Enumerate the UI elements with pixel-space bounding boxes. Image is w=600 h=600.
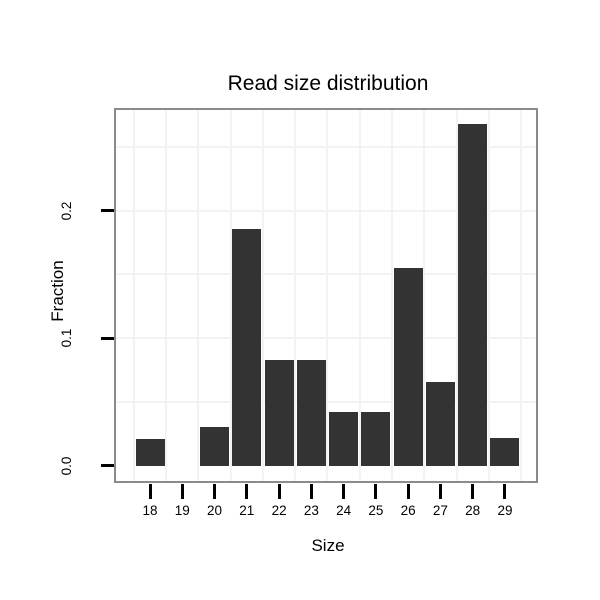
gridline-horizontal [116, 209, 536, 212]
x-tick-label-21: 21 [239, 503, 255, 518]
x-tick-label-24: 24 [336, 503, 352, 518]
gridline-horizontal [116, 145, 536, 148]
gridline-vertical [455, 110, 458, 481]
x-axis-title: Size [311, 536, 345, 555]
bar-27 [425, 381, 455, 466]
bar-26 [393, 268, 423, 466]
x-tick-20 [213, 484, 217, 499]
x-tick-18 [148, 484, 152, 499]
x-tick-label-20: 20 [207, 503, 223, 518]
gridline-vertical [326, 110, 329, 481]
gridline-vertical [423, 110, 426, 481]
x-tick-22 [277, 484, 281, 499]
bar-25 [361, 412, 391, 466]
gridline-horizontal [116, 400, 536, 403]
x-tick-label-22: 22 [271, 503, 287, 518]
x-tick-label-19: 19 [174, 503, 190, 518]
gridline-vertical [358, 110, 361, 481]
y-tick-0.1 [101, 336, 114, 340]
y-tick-label-0.1: 0.1 [59, 328, 74, 348]
plot-panel [114, 108, 538, 483]
x-tick-24 [342, 484, 346, 499]
bar-21 [232, 228, 262, 466]
bar-22 [264, 359, 294, 466]
x-tick-26 [406, 484, 410, 499]
x-tick-label-18: 18 [142, 503, 158, 518]
plot-area [116, 110, 536, 481]
gridline-vertical [487, 110, 490, 481]
y-tick-label-0.2: 0.2 [59, 201, 74, 221]
gridline-vertical [197, 110, 200, 481]
bar-24 [329, 412, 359, 466]
x-tick-label-23: 23 [303, 503, 319, 518]
x-tick-label-26: 26 [400, 503, 416, 518]
gridline-vertical [391, 110, 394, 481]
bar-23 [296, 359, 326, 466]
gridline-vertical [132, 110, 135, 481]
x-tick-21 [245, 484, 249, 499]
x-tick-29 [503, 484, 507, 499]
x-tick-label-25: 25 [368, 503, 384, 518]
gridline-vertical [520, 110, 523, 481]
y-tick-label-0.0: 0.0 [59, 456, 74, 476]
x-tick-label-29: 29 [497, 503, 513, 518]
y-tick-0.2 [101, 209, 114, 213]
gridline-horizontal [116, 273, 536, 276]
y-axis-title: Fraction [48, 260, 67, 322]
gridline-vertical [261, 110, 264, 481]
bar-28 [458, 124, 488, 466]
bar-29 [490, 437, 520, 466]
gridline-vertical [294, 110, 297, 481]
x-tick-25 [374, 484, 378, 499]
gridline-vertical [165, 110, 168, 481]
gridline-vertical [229, 110, 232, 481]
x-tick-28 [471, 484, 475, 499]
x-tick-label-28: 28 [465, 503, 481, 518]
chart-title: Read size distribution [227, 72, 429, 95]
x-tick-label-27: 27 [432, 503, 448, 518]
bar-20 [200, 427, 230, 466]
x-tick-19 [180, 484, 184, 499]
gridline-horizontal [116, 337, 536, 340]
x-tick-27 [438, 484, 442, 499]
x-tick-23 [309, 484, 313, 499]
y-tick-0.0 [101, 464, 114, 468]
bar-18 [135, 438, 165, 466]
